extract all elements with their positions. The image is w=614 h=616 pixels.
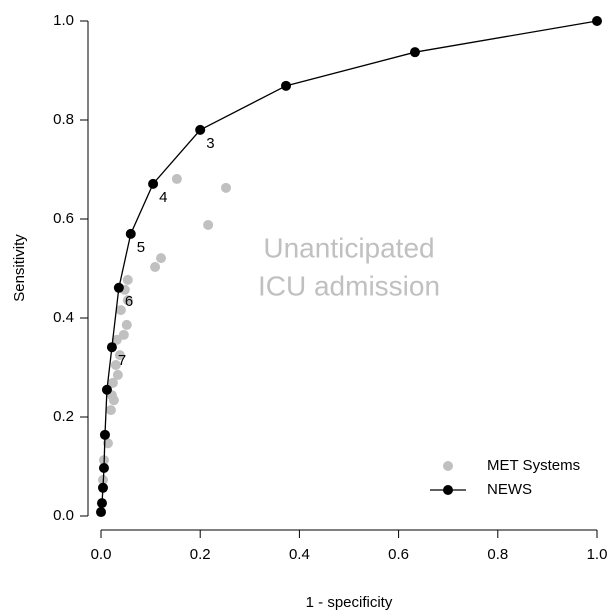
point xyxy=(203,219,214,230)
y-axis-label: Sensitivity xyxy=(11,234,28,302)
point xyxy=(113,282,124,293)
y-tick-label: 0.6 xyxy=(53,210,74,227)
y-tick-label: 0.0 xyxy=(53,507,74,524)
series-line xyxy=(100,20,598,513)
point xyxy=(98,462,109,473)
annotation: ICU admission xyxy=(258,270,440,301)
point xyxy=(114,350,125,361)
x-tick-label: 1.0 xyxy=(587,546,608,563)
y-tick-label: 0.8 xyxy=(53,111,74,128)
point xyxy=(110,360,121,371)
point xyxy=(96,498,107,509)
x-tick-label: 0.6 xyxy=(388,546,409,563)
y-tick-label: 1.0 xyxy=(53,12,74,29)
point xyxy=(156,253,167,264)
point xyxy=(409,47,420,58)
x-tick-label: 0.8 xyxy=(487,546,508,563)
point xyxy=(111,334,122,345)
y-tick-label: 0.4 xyxy=(53,309,74,326)
legend-marker xyxy=(443,461,453,471)
point xyxy=(121,319,132,330)
legend-marker xyxy=(443,485,453,495)
point-label: 5 xyxy=(137,239,145,256)
point xyxy=(101,384,112,395)
annotation: Unanticipated xyxy=(263,232,434,263)
point xyxy=(195,124,206,135)
point-label: 3 xyxy=(206,135,214,152)
x-tick-label: 0.0 xyxy=(91,546,112,563)
point xyxy=(148,178,159,189)
x-tick-label: 0.2 xyxy=(190,546,211,563)
legend-label: NEWS xyxy=(487,481,532,498)
point xyxy=(122,295,133,306)
point xyxy=(96,507,106,518)
x-axis-label: 1 - specificity xyxy=(306,594,393,611)
point xyxy=(171,173,182,184)
point xyxy=(125,228,136,239)
point xyxy=(150,262,161,273)
point xyxy=(105,405,116,416)
point xyxy=(220,182,231,193)
legend-label: MET Systems xyxy=(487,457,580,474)
point xyxy=(107,377,118,388)
point xyxy=(108,395,119,406)
point-label: 7 xyxy=(118,352,126,369)
y-tick-label: 0.2 xyxy=(53,408,74,425)
point xyxy=(115,305,126,316)
x-tick-label: 0.4 xyxy=(289,546,310,563)
point xyxy=(592,16,602,26)
point-label: 4 xyxy=(159,189,167,206)
point xyxy=(122,274,133,285)
point xyxy=(118,329,129,340)
point-label: 6 xyxy=(125,293,133,310)
point xyxy=(106,342,117,353)
point xyxy=(102,438,113,449)
point xyxy=(112,369,123,380)
point xyxy=(99,429,110,440)
point xyxy=(281,80,292,91)
point xyxy=(97,482,108,493)
